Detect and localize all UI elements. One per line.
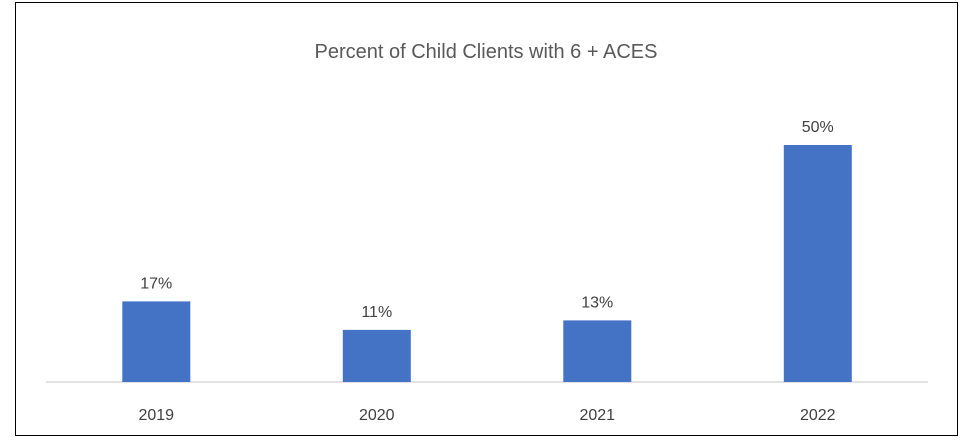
data-label-2022: 50%: [802, 119, 834, 136]
x-tick-label-2021: 2021: [579, 407, 615, 424]
data-label-2021: 13%: [581, 294, 613, 311]
data-label-2020: 11%: [361, 304, 392, 321]
x-tick-label-2019: 2019: [138, 407, 174, 424]
chart-title: Percent of Child Clients with 6 + ACES: [315, 41, 658, 63]
bar-2020: [342, 329, 411, 382]
data-label-2019: 17%: [140, 275, 172, 292]
x-tick-label-2020: 2020: [359, 407, 395, 424]
x-tick-label-2022: 2022: [800, 407, 836, 424]
bars-group: 17% 2019 11% 2020 13% 2021 50% 2022: [122, 119, 852, 424]
bar-2022: [783, 145, 852, 382]
bar-2019: [122, 301, 191, 382]
bar-2021: [563, 320, 632, 382]
